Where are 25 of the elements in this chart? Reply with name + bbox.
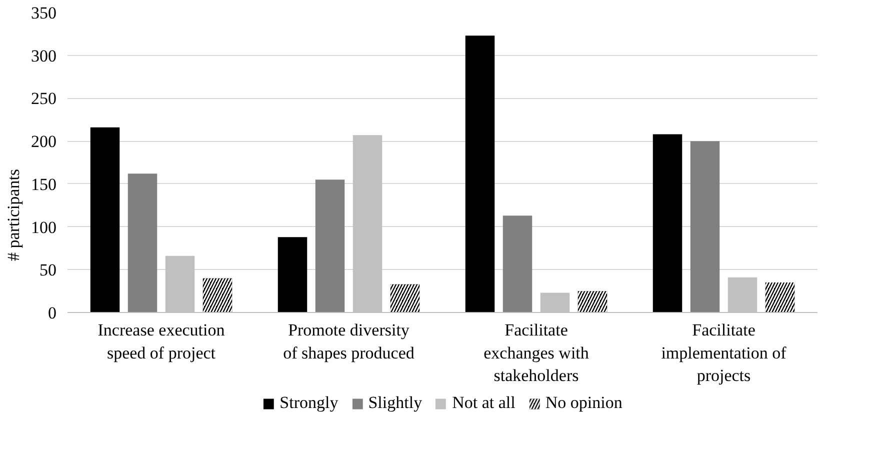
bar <box>690 141 720 312</box>
legend-label: Strongly <box>280 393 338 413</box>
x-tick-label: Promote diversity of shapes produced <box>283 320 415 362</box>
y-tick-label: 250 <box>31 89 56 108</box>
bar <box>465 36 495 312</box>
y-tick-label: 350 <box>31 4 56 22</box>
legend-label: No opinion <box>545 393 622 413</box>
bar <box>90 127 120 312</box>
y-tick-label: 100 <box>31 218 56 237</box>
y-axis-title: # participants <box>4 168 23 262</box>
y-tick-label: 200 <box>31 132 56 152</box>
y-tick-label: 50 <box>40 260 56 280</box>
x-tick-label: Facilitate exchanges with stakeholders <box>484 320 590 386</box>
y-tick-label: 300 <box>31 46 56 66</box>
bar <box>502 216 532 312</box>
bar <box>128 174 158 312</box>
bar <box>315 180 345 312</box>
bar <box>278 237 308 312</box>
x-tick-label: Increase execution speed of project <box>98 320 226 362</box>
bar <box>652 134 682 312</box>
y-tick-label: 150 <box>31 174 56 194</box>
legend-label: Slightly <box>368 393 422 413</box>
legend-label: Not at all <box>452 393 516 413</box>
y-tick-label: 0 <box>48 304 56 322</box>
x-tick-label: Facilitate implementation of projects <box>661 320 787 386</box>
